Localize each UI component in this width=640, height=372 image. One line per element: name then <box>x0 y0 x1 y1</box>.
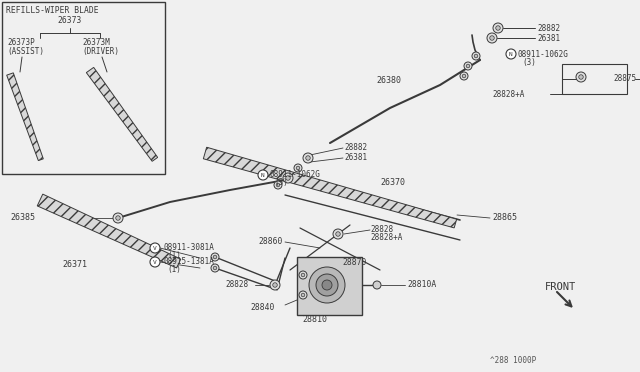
Circle shape <box>506 49 516 59</box>
Circle shape <box>213 266 217 270</box>
Text: 26385: 26385 <box>10 213 35 222</box>
Text: 28882: 28882 <box>537 24 560 33</box>
Text: 28828+A: 28828+A <box>492 90 524 99</box>
Circle shape <box>285 176 291 180</box>
Circle shape <box>336 232 340 236</box>
Circle shape <box>474 54 478 58</box>
Text: N: N <box>509 51 513 57</box>
Text: 26371: 26371 <box>62 260 87 269</box>
Circle shape <box>460 72 468 80</box>
Circle shape <box>309 267 345 303</box>
Circle shape <box>496 26 500 30</box>
Circle shape <box>472 52 480 60</box>
Circle shape <box>294 164 302 172</box>
Text: 26373M: 26373M <box>82 38 109 47</box>
Text: 26373P: 26373P <box>7 38 35 47</box>
Text: 08911-3081A: 08911-3081A <box>163 243 214 252</box>
Circle shape <box>576 72 586 82</box>
Circle shape <box>258 170 268 180</box>
Circle shape <box>579 75 583 79</box>
Text: 28840: 28840 <box>250 303 275 312</box>
Circle shape <box>150 257 160 267</box>
Text: 28828: 28828 <box>225 280 248 289</box>
Text: 28882: 28882 <box>344 143 367 152</box>
Circle shape <box>299 291 307 299</box>
Polygon shape <box>86 67 157 161</box>
Text: 08911-1062G: 08911-1062G <box>270 170 321 179</box>
Circle shape <box>299 271 307 279</box>
Text: (3): (3) <box>522 58 536 67</box>
Text: (ASSIST): (ASSIST) <box>7 47 44 56</box>
Circle shape <box>270 280 280 290</box>
Circle shape <box>487 33 497 43</box>
Circle shape <box>333 229 343 239</box>
Text: V: V <box>153 246 157 250</box>
Text: 28810: 28810 <box>303 315 328 324</box>
Circle shape <box>150 243 160 253</box>
Text: 28828+A: 28828+A <box>370 233 403 242</box>
Circle shape <box>283 173 293 183</box>
Circle shape <box>213 255 217 259</box>
Text: (3): (3) <box>274 178 288 187</box>
Text: 28865: 28865 <box>492 213 517 222</box>
Circle shape <box>464 62 472 70</box>
Circle shape <box>490 36 494 40</box>
Text: 28860: 28860 <box>258 237 282 246</box>
Circle shape <box>466 64 470 68</box>
Text: 28810A: 28810A <box>407 280 436 289</box>
Circle shape <box>273 283 277 287</box>
Text: 26381: 26381 <box>537 34 560 43</box>
Text: FRONT: FRONT <box>545 282 576 292</box>
Text: 26381: 26381 <box>344 153 367 162</box>
Text: 26373: 26373 <box>57 16 81 25</box>
Circle shape <box>373 281 381 289</box>
Text: (DRIVER): (DRIVER) <box>82 47 119 56</box>
Circle shape <box>211 264 219 272</box>
Text: 28828: 28828 <box>370 225 393 234</box>
Text: 08911-1062G: 08911-1062G <box>518 50 569 59</box>
Text: (1): (1) <box>167 265 181 274</box>
Text: 28870: 28870 <box>342 258 366 267</box>
Text: ^288 1000P: ^288 1000P <box>490 356 536 365</box>
Circle shape <box>322 280 332 290</box>
Circle shape <box>276 183 280 187</box>
Text: (1): (1) <box>167 251 181 260</box>
Circle shape <box>301 293 305 297</box>
Polygon shape <box>6 73 44 161</box>
Text: REFILLS-WIPER BLADE: REFILLS-WIPER BLADE <box>6 6 99 15</box>
Polygon shape <box>37 194 180 268</box>
Circle shape <box>301 273 305 277</box>
Circle shape <box>274 181 282 189</box>
Text: 08915-1381A: 08915-1381A <box>163 257 214 266</box>
Text: N: N <box>261 173 265 177</box>
Bar <box>562 64 627 94</box>
Circle shape <box>316 274 338 296</box>
Circle shape <box>306 156 310 160</box>
Circle shape <box>303 153 313 163</box>
Circle shape <box>462 74 466 78</box>
Text: V: V <box>153 260 157 264</box>
Text: 26370: 26370 <box>380 178 405 187</box>
Circle shape <box>296 166 300 170</box>
Circle shape <box>113 213 123 223</box>
Circle shape <box>211 253 219 261</box>
Text: 28875: 28875 <box>614 74 637 83</box>
Bar <box>2 2 165 174</box>
Text: 26380: 26380 <box>376 76 401 85</box>
Polygon shape <box>204 147 457 228</box>
Bar <box>297 257 362 315</box>
Circle shape <box>116 216 120 220</box>
Circle shape <box>493 23 503 33</box>
